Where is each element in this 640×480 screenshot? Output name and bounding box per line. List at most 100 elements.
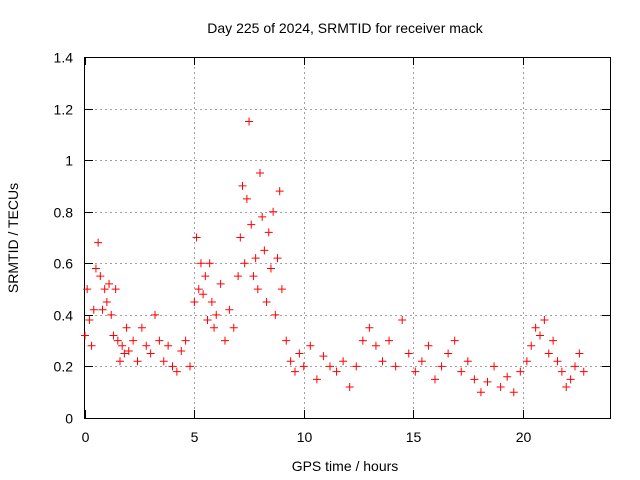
data-point (81, 331, 89, 340)
data-point (417, 357, 426, 366)
data-point (190, 297, 199, 306)
data-point (159, 357, 168, 366)
x-tick-label: 5 (191, 429, 199, 445)
data-point (203, 316, 212, 325)
data-point (522, 357, 531, 366)
x-tick-label: 0 (82, 429, 90, 445)
data-point (544, 349, 553, 358)
data-point (291, 367, 299, 376)
data-point (240, 259, 249, 268)
data-point (91, 264, 100, 273)
data-point (89, 305, 98, 314)
data-point (275, 187, 284, 196)
data-point (431, 375, 439, 384)
data-point (345, 383, 354, 392)
data-point (210, 323, 219, 332)
y-tick-label: 0.2 (54, 359, 74, 375)
data-point (463, 357, 472, 366)
data-point (256, 169, 264, 178)
data-point (137, 323, 146, 332)
y-tick-label: 0.8 (54, 205, 74, 221)
data-point (352, 362, 361, 371)
chart-title: Day 225 of 2024, SRMTID for receiver mac… (207, 20, 483, 36)
data-point (225, 305, 234, 314)
data-point (105, 279, 114, 288)
data-point (437, 362, 446, 371)
data-point (120, 349, 129, 358)
data-point (155, 336, 164, 345)
data-point (566, 375, 575, 384)
data-point (199, 290, 208, 299)
data-point (249, 272, 258, 281)
data-point (164, 341, 173, 350)
data-point (470, 375, 479, 384)
data-point (142, 341, 151, 350)
plot-frame (84, 57, 611, 419)
data-point (527, 341, 536, 350)
data-point (236, 233, 245, 242)
data-point (192, 233, 201, 242)
data-point (557, 367, 566, 376)
data-point (85, 316, 94, 325)
y-axis-label: SRMTID / TECUs (5, 183, 21, 293)
data-point (247, 220, 256, 229)
y-tick-label: 0.6 (54, 256, 74, 272)
data-point (277, 285, 286, 294)
data-point (306, 341, 315, 350)
data-point (444, 349, 453, 358)
data-point (253, 285, 262, 294)
data-point (258, 212, 267, 221)
data-point (151, 310, 159, 319)
data-point (113, 336, 122, 345)
data-point (378, 357, 387, 366)
data-point (245, 117, 254, 126)
axis-ticks (85, 57, 610, 419)
data-point (553, 357, 562, 366)
data-point (100, 285, 109, 294)
data-point (124, 346, 133, 355)
x-tick-label: 10 (297, 429, 313, 445)
data-point (177, 346, 186, 355)
data-point (251, 254, 260, 263)
data-point (234, 272, 243, 281)
data-point (129, 336, 138, 345)
x-tick-label: 20 (516, 429, 532, 445)
data-point (299, 362, 308, 371)
data-point (107, 310, 116, 319)
data-point (516, 367, 525, 376)
y-tick-label: 0.4 (54, 308, 74, 324)
data-point (242, 194, 251, 203)
data-point (398, 316, 407, 325)
y-tick-label: 0 (65, 411, 73, 427)
data-point (476, 388, 485, 397)
data-point (87, 341, 96, 350)
data-point (271, 310, 280, 319)
data-point (540, 316, 549, 325)
data-point (133, 357, 142, 366)
data-point (536, 331, 544, 340)
data-point (266, 264, 275, 273)
data-point (319, 352, 328, 361)
data-point (562, 383, 571, 392)
data-point (269, 207, 278, 216)
data-point (549, 336, 558, 345)
data-point (483, 377, 492, 386)
data-point (212, 310, 221, 319)
data-point (238, 181, 247, 190)
data-point (216, 279, 225, 288)
data-point (116, 357, 124, 366)
data-points (81, 117, 588, 397)
data-point (332, 367, 341, 376)
data-point (282, 336, 291, 345)
data-point (122, 323, 131, 332)
x-axis-label: GPS time / hours (292, 458, 399, 474)
data-point (201, 272, 210, 281)
data-point (83, 285, 92, 294)
data-point (286, 357, 295, 366)
data-point (229, 323, 238, 332)
data-point (339, 357, 348, 366)
data-point (264, 228, 273, 237)
y-tick-label: 1.4 (54, 50, 74, 66)
data-point (312, 375, 321, 384)
